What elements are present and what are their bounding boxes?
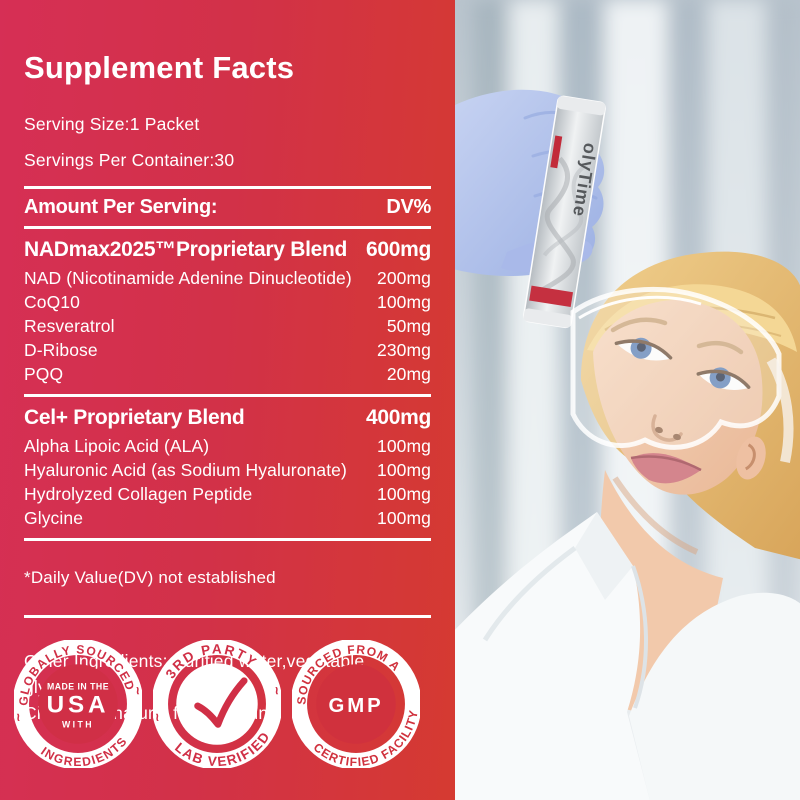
blend-section-nadmax: NADmax2025™Proprietary Blend 600mg NAD (… — [24, 229, 431, 394]
supplement-packet: olyTime — [523, 95, 606, 329]
ingredient-name: Glycine — [24, 508, 84, 528]
ear — [736, 436, 766, 480]
ingredient-amount: 200mg — [376, 268, 431, 288]
lips — [631, 453, 701, 484]
blend-header: Cel+ Proprietary Blend 400mg — [24, 397, 431, 434]
divider — [24, 226, 431, 229]
ingredient-amount: 100mg — [376, 460, 431, 480]
ingredient-amount: 100mg — [376, 292, 431, 312]
divider — [24, 538, 431, 541]
amount-header-label: Amount Per Serving: — [24, 196, 218, 218]
ingredient-name: Alpha Lipoic Acid (ALA) — [24, 436, 210, 456]
made-in-usa-badge: GLOBALLY SOURCED INGREDIENTS ~ ~ MADE IN… — [14, 640, 142, 768]
ingredient-row: Alpha Lipoic Acid (ALA) 100mg — [24, 434, 431, 458]
blend-header: NADmax2025™Proprietary Blend 600mg — [24, 229, 431, 266]
divider — [24, 615, 431, 618]
goggle-strap — [766, 357, 794, 464]
ingredient-name: Hydrolyzed Collagen Peptide — [24, 484, 253, 504]
ingredient-amount: 230mg — [376, 340, 431, 360]
divider — [24, 394, 431, 397]
ingredient-row: Resveratrol 50mg — [24, 314, 431, 338]
blend-section-cel: Cel+ Proprietary Blend 400mg Alpha Lipoi… — [24, 397, 431, 538]
ingredient-amount: 100mg — [376, 484, 431, 504]
ingredient-row: Hyaluronic Acid (as Sodium Hyaluronate) … — [24, 458, 431, 482]
ingredient-amount: 100mg — [376, 508, 431, 528]
ingredient-name: NAD (Nicotinamide Adenine Dinucleotide) — [24, 268, 352, 288]
gmp-badge-center: GMP — [328, 695, 383, 717]
daily-value-footnote: *Daily Value(DV) not established — [24, 568, 276, 587]
ingredient-row: D-Ribose 230mg — [24, 338, 431, 362]
ingredient-name: Resveratrol — [24, 316, 115, 336]
blend-amount: 400mg — [365, 406, 431, 429]
right-eye — [696, 367, 751, 390]
lab-scientist-photo: olyTime — [455, 0, 800, 800]
ingredient-row: NAD (Nicotinamide Adenine Dinucleotide) … — [24, 266, 431, 290]
ingredient-row: Glycine 100mg — [24, 506, 431, 530]
packet-dose-block — [529, 285, 574, 308]
panel-title: Supplement Facts — [24, 50, 295, 85]
certification-badges: GLOBALLY SOURCED INGREDIENTS ~ ~ MADE IN… — [14, 640, 420, 768]
ingredient-amount: 100mg — [376, 436, 431, 456]
ingredient-row: Hydrolyzed Collagen Peptide 100mg — [24, 482, 431, 506]
left-eyebrow — [610, 317, 668, 333]
lab-verified-badge: 3RD PARTY LAB VERIFIED ~ ~ — [153, 640, 281, 768]
collar-left — [575, 512, 633, 600]
usa-badge-line2: USA — [47, 692, 110, 719]
gmp-badge: SOURCED FROM A CERTIFIED FACILITY GMP — [292, 640, 420, 768]
servings-per-container: Servings Per Container:30 — [24, 150, 235, 170]
blend-name: Cel+ Proprietary Blend — [24, 406, 245, 429]
white-shirt — [455, 512, 800, 800]
usa-badge-line1: MADE IN THE — [47, 681, 109, 691]
divider — [24, 186, 431, 189]
ingredient-name: Hyaluronic Acid (as Sodium Hyaluronate) — [24, 460, 347, 480]
badge-tilde-left: ~ — [14, 712, 28, 723]
serving-size: Serving Size:1 Packet — [24, 114, 200, 134]
badge-tilde-left: ~ — [153, 712, 167, 723]
safety-goggles — [570, 286, 794, 464]
ingredient-amount: 50mg — [386, 316, 431, 336]
amount-per-serving-header: Amount Per Serving: DV% — [24, 189, 431, 226]
blend-amount: 600mg — [365, 238, 431, 261]
right-eyebrow — [696, 340, 744, 355]
ingredient-name: PQQ — [24, 364, 64, 384]
checkmark-icon — [194, 677, 248, 728]
ingredient-name: CoQ10 — [24, 292, 80, 312]
badge-tilde-right: ~ — [267, 685, 281, 696]
ingredient-amount: 20mg — [386, 364, 431, 384]
left-eye — [614, 337, 673, 361]
usa-badge-line3: WITH — [62, 719, 94, 729]
dv-header-label: DV% — [386, 196, 431, 218]
ingredient-name: D-Ribose — [24, 340, 98, 360]
ingredient-row: PQQ 20mg — [24, 362, 431, 386]
packet-red-stripe — [550, 135, 563, 169]
ingredient-row: CoQ10 100mg — [24, 290, 431, 314]
dna-helix-graphic — [541, 156, 576, 292]
badge-tilde-right: ~ — [128, 685, 142, 696]
blend-name: NADmax2025™Proprietary Blend — [24, 238, 348, 261]
